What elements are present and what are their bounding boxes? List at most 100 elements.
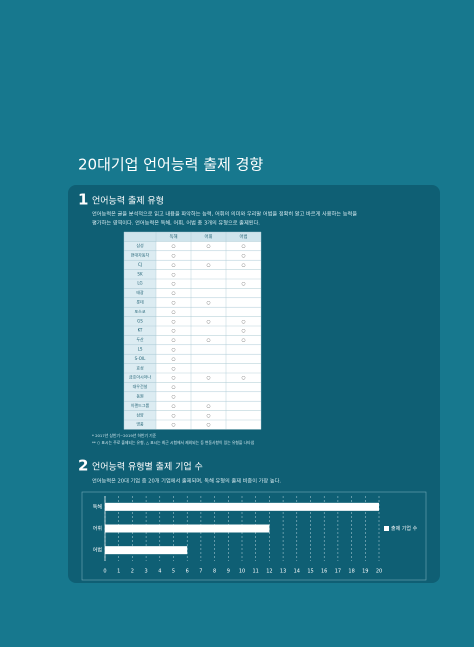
section-heading: 언어능력 유형별 출제 기업 수 <box>92 461 203 473</box>
table-cell: ○ <box>171 395 175 400</box>
table-row-label: 두산 <box>136 336 144 342</box>
table-cell: ○ <box>206 414 210 419</box>
footnote: * 2017년 상반기~2019년 하반기 기준 <box>92 433 157 438</box>
table-row-label: 효성 <box>136 364 144 370</box>
table-label-bg <box>124 391 156 402</box>
table-cell: ○ <box>171 386 175 391</box>
table-label-bg <box>124 250 156 261</box>
table-label-bg <box>124 316 156 326</box>
x-tick-label: 10 <box>239 569 245 575</box>
section-heading: 언어능력 출제 유형 <box>92 195 164 207</box>
section-number: 1 <box>78 191 88 209</box>
x-tick-label: 2 <box>131 569 134 575</box>
table-row-label: LS <box>138 347 143 352</box>
description: 언어능력은 20대 기업 중 20개 기업에서 출제되며, 독해 유형의 출제 … <box>92 477 281 485</box>
table-row-label: 포스코 <box>134 309 145 314</box>
x-tick-label: 11 <box>253 569 259 575</box>
table-cell: ○ <box>171 423 175 428</box>
table-cell: ○ <box>171 329 175 334</box>
y-tick-label: 어법 <box>93 547 102 554</box>
table-row-bg <box>156 260 261 270</box>
x-tick-label: 5 <box>172 569 175 575</box>
table-cell: ○ <box>206 301 210 306</box>
x-tick-label: 17 <box>335 569 341 575</box>
table-label-bg <box>124 401 156 411</box>
footnote: ** ○ 표시는 주로 출제되는 유형, △ 표시는 최근 시험에서 제외되는 … <box>92 440 255 445</box>
table-cell: ○ <box>171 282 175 287</box>
table-row-bg <box>156 410 261 420</box>
table-cell: ○ <box>171 263 175 268</box>
y-tick-label: 어휘 <box>93 525 102 532</box>
table-label-bg <box>124 335 156 345</box>
x-tick-label: 1 <box>117 569 120 575</box>
table-row-bg <box>156 250 261 261</box>
x-tick-label: 15 <box>307 569 313 575</box>
table-cell: ○ <box>241 254 245 259</box>
table-cell: ○ <box>171 348 175 353</box>
table-row-bg <box>156 297 261 308</box>
table-row-bg <box>156 391 261 402</box>
table-cell: ○ <box>241 376 245 381</box>
table-row-label: 영풍 <box>136 421 144 427</box>
table-cell: ○ <box>171 245 175 250</box>
table-cell: ○ <box>171 301 175 306</box>
table-row-bg <box>156 335 261 345</box>
table-row-bg <box>156 344 261 355</box>
table-row-bg <box>156 382 261 392</box>
table-row-label: SK <box>137 271 143 276</box>
x-tick-label: 14 <box>294 569 300 575</box>
bar <box>105 524 270 533</box>
table-header-cell: 어법 <box>239 233 247 240</box>
bar <box>105 502 379 511</box>
table-row-label: S-OIL <box>135 356 146 361</box>
table-cell: ○ <box>171 357 175 362</box>
table-cell: ○ <box>171 273 175 278</box>
page-title: 20대기업 언어능력 출제 경향 <box>78 156 263 174</box>
table-cell: ○ <box>206 339 210 344</box>
table-cell: ○ <box>241 263 245 268</box>
table-row-bg <box>156 363 261 373</box>
table-cell: ○ <box>171 254 175 259</box>
table-label-bg <box>124 260 156 270</box>
table-row-bg <box>156 420 261 430</box>
table-cell: ○ <box>206 245 210 250</box>
table-row-bg <box>156 373 261 383</box>
table-row-label: LG <box>137 281 142 286</box>
table-row-label: 롯데 <box>136 299 144 305</box>
table-row-label: 태광 <box>136 289 144 295</box>
table-label-bg <box>124 363 156 373</box>
table-cell: ○ <box>171 292 175 297</box>
table-cell: ○ <box>171 320 175 325</box>
table-cell: ○ <box>206 376 210 381</box>
table-cell: ○ <box>171 376 175 381</box>
table-row-label: 삼성 <box>136 242 144 248</box>
table-cell: ○ <box>206 263 210 268</box>
table-label-bg <box>124 269 156 279</box>
table-cell: ○ <box>241 320 245 325</box>
legend-label: 출제 기업 수 <box>391 525 418 532</box>
table-cell: ○ <box>241 282 245 287</box>
table-header-cell: 어휘 <box>204 233 212 240</box>
table-label-bg <box>124 279 156 289</box>
table-row-label: 금호아시아나 <box>129 374 151 380</box>
x-tick-label: 16 <box>321 569 327 575</box>
table-row-label: KT <box>138 328 143 333</box>
table-cell: ○ <box>241 339 245 344</box>
table-row-label: 대우건설 <box>133 383 148 389</box>
table-row-bg <box>156 307 261 317</box>
table-label-bg <box>124 297 156 308</box>
table-row-bg <box>156 401 261 411</box>
table-cell: ○ <box>171 414 175 419</box>
table-row-label: 현대자동차 <box>131 252 150 258</box>
table-label-bg <box>124 307 156 317</box>
table-cell: ○ <box>171 404 175 409</box>
bar <box>105 546 188 555</box>
table-row-bg <box>156 241 261 251</box>
table-row-bg <box>156 279 261 289</box>
table-cell: ○ <box>171 339 175 344</box>
chart-frame <box>81 491 427 581</box>
table-cell: ○ <box>171 367 175 372</box>
x-tick-label: 13 <box>280 569 286 575</box>
table-cell: ○ <box>171 310 175 315</box>
